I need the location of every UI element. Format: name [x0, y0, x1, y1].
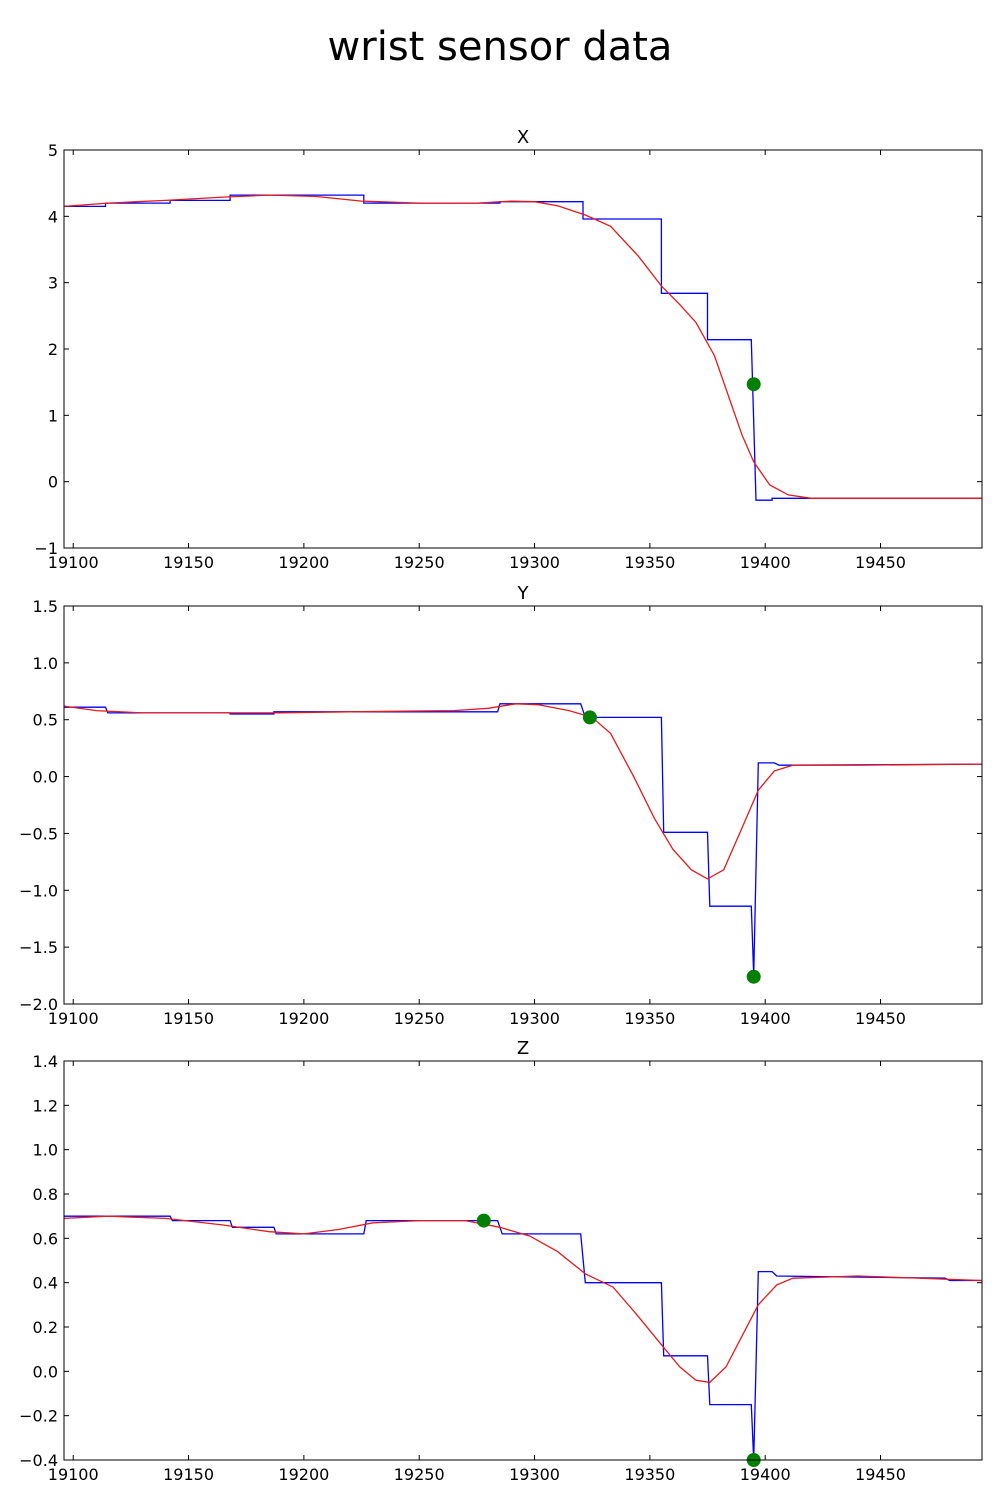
y-tick-label: −0.4 — [19, 1451, 58, 1470]
y-tick-label: 1.2 — [33, 1096, 58, 1115]
y-tick-label: 0.4 — [33, 1274, 58, 1293]
panel-title-x: X — [517, 127, 529, 148]
y-tick-label: 4 — [48, 207, 58, 226]
y-tick-label: 1.0 — [33, 654, 58, 673]
x-tick-label: 19350 — [624, 1465, 675, 1484]
x-tick-label: 19450 — [855, 1009, 906, 1028]
marker-point-y-1 — [582, 710, 597, 725]
x-tick-label: 19450 — [855, 1465, 906, 1484]
x-tick-label: 19200 — [278, 1009, 329, 1028]
x-tick-label: 19150 — [163, 1465, 214, 1484]
y-tick-label: −1.0 — [19, 881, 58, 900]
y-tick-label: 1.4 — [33, 1052, 58, 1071]
series-line-x-1 — [64, 194, 982, 501]
x-tick-label: 19400 — [740, 553, 791, 572]
marker-point-y-2 — [746, 969, 761, 984]
x-tick-label: 19300 — [509, 1009, 560, 1028]
axes-frame-y — [63, 605, 983, 1005]
x-tick-label: 19150 — [163, 1009, 214, 1028]
panel-title-z: Z — [517, 1038, 529, 1059]
x-tick-label: 19400 — [740, 1009, 791, 1028]
series-line-y-1 — [64, 703, 982, 976]
y-tick-label: 0 — [48, 473, 58, 492]
x-tick-label: 19250 — [394, 1465, 445, 1484]
y-tick-label: −0.2 — [19, 1407, 58, 1426]
x-tick-label: 19300 — [509, 1465, 560, 1484]
series-line-y-2 — [64, 703, 982, 880]
figure-title: wrist sensor data — [327, 24, 673, 70]
y-tick-label: 5 — [48, 141, 58, 160]
x-tick-label: 19200 — [278, 553, 329, 572]
x-tick-label: 19250 — [394, 1009, 445, 1028]
y-tick-label: −2.0 — [19, 995, 58, 1014]
marker-point-z-1 — [476, 1213, 491, 1228]
x-tick-label: 19250 — [394, 553, 445, 572]
x-tick-label: 19100 — [48, 553, 99, 572]
y-tick-label: −0.5 — [19, 824, 58, 843]
axes-frame-z — [63, 1060, 983, 1461]
y-tick-label: 1 — [48, 406, 58, 425]
x-tick-label: 19100 — [48, 1009, 99, 1028]
y-tick-label: −1.5 — [19, 938, 58, 957]
y-tick-label: 0.2 — [33, 1318, 58, 1337]
series-line-x-2 — [64, 194, 982, 499]
subplot-x: 19100 19150 19200 19250 19300 19350 19400 19450… — [34, 127, 983, 572]
x-tick-label: 19450 — [855, 553, 906, 572]
axes-frame-x — [63, 149, 983, 549]
x-tick-label: 19400 — [740, 1465, 791, 1484]
series-line-z-1 — [64, 1215, 982, 1460]
y-tick-label: 3 — [48, 274, 58, 293]
subplot-z: 19100 19150 19200 19250 19300 19350 19400 19450… — [19, 1038, 983, 1484]
x-tick-label: 19150 — [163, 553, 214, 572]
y-tick-label: 0.0 — [33, 1362, 58, 1381]
y-tick-label: 0.6 — [33, 1229, 58, 1248]
x-tick-label: 19300 — [509, 553, 560, 572]
x-tick-label: 19200 — [278, 1465, 329, 1484]
y-tick-label: 0.0 — [33, 768, 58, 787]
x-tick-label: 19100 — [48, 1465, 99, 1484]
x-tick-label: 19350 — [624, 1009, 675, 1028]
subplot-y: 19100 19150 19200 19250 19300 19350 19400 19450… — [19, 583, 983, 1028]
series-line-z-2 — [64, 1215, 982, 1384]
marker-point-x-1 — [746, 377, 761, 392]
panel-title-y: Y — [517, 583, 530, 604]
y-tick-label: −1 — [34, 539, 58, 558]
y-tick-label: 0.5 — [33, 711, 58, 730]
y-tick-label: 2 — [48, 340, 58, 359]
y-tick-label: 1.5 — [33, 597, 58, 616]
y-tick-label: 1.0 — [33, 1141, 58, 1160]
y-tick-label: 0.8 — [33, 1185, 58, 1204]
x-tick-label: 19350 — [624, 553, 675, 572]
